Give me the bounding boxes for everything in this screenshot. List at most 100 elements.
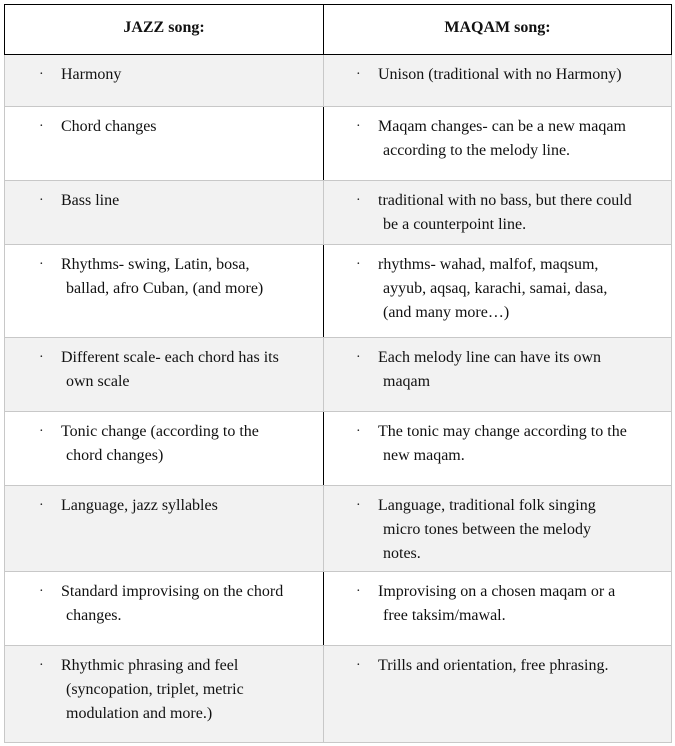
bullet-icon: · xyxy=(356,193,361,208)
text-line: Different scale- each chord has its xyxy=(61,349,279,366)
jazz-text: Different scale- each chord has its own s… xyxy=(61,346,313,394)
jazz-cell: · Different scale- each chord has its own … xyxy=(4,337,324,412)
jazz-text: Harmony xyxy=(61,63,313,87)
jazz-cell: · Tonic change (according to the chord cha… xyxy=(4,411,324,486)
maqam-text: Improvising on a chosen maqam or a free t… xyxy=(378,580,661,628)
header-jazz: JAZZ song: xyxy=(4,4,324,55)
text-line: Language, traditional folk singing xyxy=(378,497,596,514)
bullet-icon: · xyxy=(356,424,361,439)
jazz-text: Bass line xyxy=(61,189,313,213)
maqam-text: Unison (traditional with no Harmony) xyxy=(378,63,661,87)
bullet-icon: · xyxy=(39,67,44,82)
bullet-icon: · xyxy=(356,658,361,673)
text-line: changes. xyxy=(66,607,122,624)
jazz-cell: · Bass line xyxy=(4,180,324,245)
jazz-cell: · Chord changes xyxy=(4,106,324,181)
jazz-cell: · Rhythmic phrasing and feel (syncopation,… xyxy=(4,645,324,743)
bullet-icon: · xyxy=(356,119,361,134)
text-line: modulation and more.) xyxy=(66,705,213,722)
text-line: new maqam. xyxy=(383,447,465,464)
text-line: rhythms- wahad, malfof, maqsum, xyxy=(378,256,599,273)
maqam-text: traditional with no bass, but there coul… xyxy=(378,189,661,237)
text-line: Each melody line can have its own xyxy=(378,349,602,366)
text-line: maqam xyxy=(383,373,431,390)
table-row: · Tonic change (according to the chord cha… xyxy=(4,411,672,486)
text-line: free taksim/mawal. xyxy=(383,607,506,624)
text-line: according to the melody line. xyxy=(383,142,571,159)
jazz-text: Chord changes xyxy=(61,115,313,139)
table-row: · Different scale- each chord has its own … xyxy=(4,337,672,412)
maqam-cell: · Improvising on a chosen maqam or a free … xyxy=(323,571,672,646)
jazz-cell: · Language, jazz syllables xyxy=(4,485,324,572)
text-line: ballad, afro Cuban, (and more) xyxy=(66,280,264,297)
text-line: Harmony xyxy=(61,66,122,83)
bullet-icon: · xyxy=(356,350,361,365)
jazz-text: Language, jazz syllables xyxy=(61,494,313,518)
bullet-icon: · xyxy=(356,584,361,599)
text-line: Bass line xyxy=(61,192,120,209)
text-line: Unison (traditional with no Harmony) xyxy=(378,66,622,83)
maqam-text: rhythms- wahad, malfof, maqsum, ayyub, aq… xyxy=(378,253,661,325)
bullet-icon: · xyxy=(39,119,44,134)
maqam-cell: · The tonic may change according to the ne… xyxy=(323,411,672,486)
text-line: Improvising on a chosen maqam or a xyxy=(378,583,616,600)
maqam-cell: · Unison (traditional with no Harmony) xyxy=(323,54,672,107)
bullet-icon: · xyxy=(39,193,44,208)
jazz-text: Rhythms- swing, Latin, bosa, ballad, afro… xyxy=(61,253,313,301)
bullet-icon: · xyxy=(356,67,361,82)
maqam-cell: · Trills and orientation, free phrasing. xyxy=(323,645,672,743)
maqam-text: Language, traditional folk singing micro … xyxy=(378,494,661,566)
text-line: (syncopation, triplet, metric xyxy=(66,681,244,698)
bullet-icon: · xyxy=(356,498,361,513)
bullet-icon: · xyxy=(39,498,44,513)
jazz-cell: · Rhythms- swing, Latin, bosa, ballad, afr… xyxy=(4,244,324,338)
table-row: · Standard improvising on the chord change… xyxy=(4,571,672,646)
table-row: · Rhythmic phrasing and feel (syncopation,… xyxy=(4,645,672,743)
bullet-icon: · xyxy=(356,257,361,272)
text-line: Maqam changes- can be a new maqam xyxy=(378,118,626,135)
table-row: · Bass line · traditional with no bass, but… xyxy=(4,180,672,245)
header-maqam: MAQAM song: xyxy=(323,4,672,55)
bullet-icon: · xyxy=(39,658,44,673)
maqam-cell: · Maqam changes- can be a new maqam accord… xyxy=(323,106,672,181)
text-line: Trills and orientation, free phrasing. xyxy=(378,657,609,674)
maqam-cell: · Language, traditional folk singing micro… xyxy=(323,485,672,572)
table-row: · Rhythms- swing, Latin, bosa, ballad, afr… xyxy=(4,244,672,338)
text-line: chord changes) xyxy=(66,447,164,464)
table-row: · Harmony · Unison (traditional with no Har… xyxy=(4,54,672,107)
bullet-icon: · xyxy=(39,257,44,272)
text-line: Language, jazz syllables xyxy=(61,497,218,514)
maqam-text: The tonic may change according to the new… xyxy=(378,420,661,468)
maqam-cell: · rhythms- wahad, malfof, maqsum, ayyub, a… xyxy=(323,244,672,338)
table-row: · Chord changes · Maqam changes- can be a n… xyxy=(4,106,672,181)
text-line: be a counterpoint line. xyxy=(383,216,527,233)
text-line: ayyub, aqsaq, karachi, samai, dasa, xyxy=(383,280,608,297)
maqam-cell: · Each melody line can have its own maqam xyxy=(323,337,672,412)
header-row: JAZZ song: MAQAM song: xyxy=(4,4,672,55)
text-line: Chord changes xyxy=(61,118,157,135)
jazz-text: Tonic change (according to the chord chan… xyxy=(61,420,313,468)
bullet-icon: · xyxy=(39,350,44,365)
text-line: (and many more…) xyxy=(383,304,510,321)
text-line: Rhythmic phrasing and feel xyxy=(61,657,239,674)
text-line: own scale xyxy=(66,373,130,390)
bullet-icon: · xyxy=(39,424,44,439)
text-line: Standard improvising on the chord xyxy=(61,583,284,600)
maqam-text: Trills and orientation, free phrasing. xyxy=(378,654,661,678)
jazz-cell: · Harmony xyxy=(4,54,324,107)
comparison-table: JAZZ song: MAQAM song: · Harmony · Unison (… xyxy=(4,4,672,743)
jazz-text: Rhythmic phrasing and feel (syncopation, … xyxy=(61,654,313,726)
maqam-cell: · traditional with no bass, but there cou… xyxy=(323,180,672,245)
text-line: The tonic may change according to the xyxy=(378,423,627,440)
text-line: Rhythms- swing, Latin, bosa, xyxy=(61,256,250,273)
bullet-icon: · xyxy=(39,584,44,599)
table-row: · Language, jazz syllables · Language, trad… xyxy=(4,485,672,572)
maqam-text: Each melody line can have its own maqam xyxy=(378,346,661,394)
text-line: traditional with no bass, but there coul… xyxy=(378,192,632,209)
jazz-cell: · Standard improvising on the chord change… xyxy=(4,571,324,646)
text-line: Tonic change (according to the xyxy=(61,423,259,440)
text-line: notes. xyxy=(383,545,421,562)
jazz-text: Standard improvising on the chord changes… xyxy=(61,580,313,628)
maqam-text: Maqam changes- can be a new maqam accordi… xyxy=(378,115,661,163)
text-line: micro tones between the melody xyxy=(383,521,591,538)
